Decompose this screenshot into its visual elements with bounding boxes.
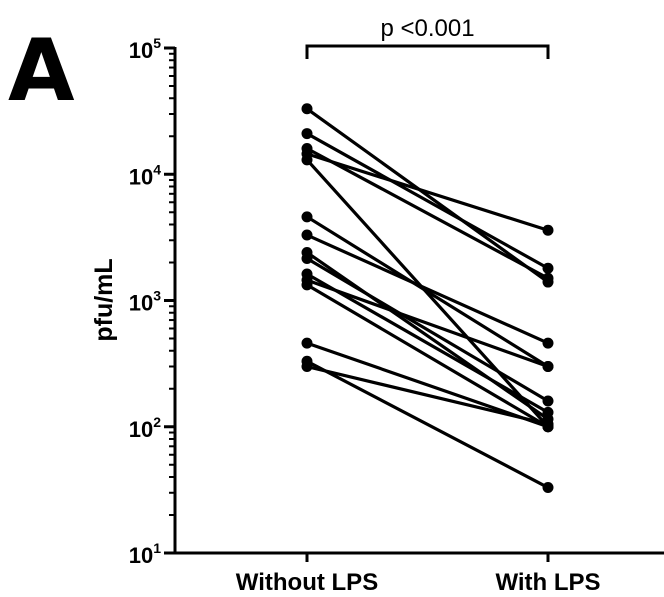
series-points xyxy=(301,103,554,494)
point-without-lps xyxy=(301,229,313,241)
y-tick-label: 101 xyxy=(129,540,161,568)
point-with-lps xyxy=(542,482,554,494)
point-without-lps xyxy=(301,128,313,140)
axes xyxy=(173,47,664,562)
paired-line xyxy=(305,283,550,429)
bracket-line xyxy=(305,44,550,59)
paired-line xyxy=(305,131,550,270)
y-tick-base: 10 xyxy=(129,164,153,189)
y-tick-base: 10 xyxy=(129,543,153,568)
paired-line xyxy=(305,278,550,369)
paired-line xyxy=(305,272,550,414)
x-axis-labels: Without LPS With LPS xyxy=(236,569,601,596)
point-with-lps xyxy=(542,224,554,236)
y-tick-base: 10 xyxy=(129,38,153,63)
paired-line xyxy=(305,215,550,369)
point-with-lps xyxy=(542,262,554,274)
significance-bracket: p <0.001 xyxy=(305,15,550,59)
point-without-lps xyxy=(301,337,313,349)
point-without-lps xyxy=(301,253,313,265)
y-tick-label: 105 xyxy=(129,35,161,63)
series-lines xyxy=(305,107,550,490)
paired-line xyxy=(305,359,550,490)
y-tick-label: 102 xyxy=(129,414,161,442)
point-with-lps xyxy=(542,406,554,418)
point-without-lps xyxy=(301,154,313,166)
y-tick-exponent: 1 xyxy=(153,540,161,556)
y-tick-base: 10 xyxy=(129,417,153,442)
paired-line xyxy=(305,250,550,421)
point-without-lps xyxy=(301,279,313,291)
y-tick-exponent: 3 xyxy=(153,288,161,304)
paired-line xyxy=(305,341,550,429)
panel-letter: A xyxy=(8,21,75,121)
point-with-lps xyxy=(542,395,554,407)
point-without-lps xyxy=(301,103,313,115)
paired-line xyxy=(305,256,550,403)
y-tick-exponent: 4 xyxy=(153,161,161,177)
y-axis-label: pfu/mL xyxy=(90,258,118,341)
point-with-lps xyxy=(542,361,554,373)
y-tick-label: 104 xyxy=(129,161,161,189)
point-with-lps xyxy=(542,418,554,430)
x-tick-label: With LPS xyxy=(495,569,600,596)
paired-line xyxy=(305,107,550,284)
y-tick-label: 103 xyxy=(129,288,161,316)
p-value-label: p <0.001 xyxy=(380,15,474,42)
paired-line xyxy=(305,146,550,280)
paired-line xyxy=(305,152,550,232)
point-without-lps xyxy=(301,361,313,373)
y-tick-exponent: 5 xyxy=(153,35,161,51)
y-tick-base: 10 xyxy=(129,291,153,316)
paired-line xyxy=(305,233,550,345)
point-with-lps xyxy=(542,337,554,349)
point-with-lps xyxy=(542,272,554,284)
y-tick-exponent: 2 xyxy=(153,414,161,430)
paired-line xyxy=(305,364,550,426)
x-tick-label: Without LPS xyxy=(236,569,378,596)
point-without-lps xyxy=(301,211,313,223)
